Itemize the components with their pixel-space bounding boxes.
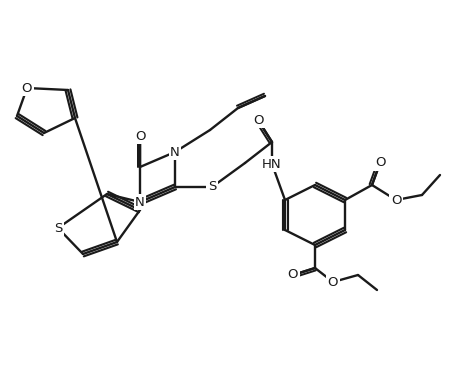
Text: S: S xyxy=(54,221,62,234)
Text: O: O xyxy=(253,114,263,127)
Text: HN: HN xyxy=(262,158,282,171)
Text: O: O xyxy=(391,194,401,207)
Text: O: O xyxy=(22,82,32,95)
Text: O: O xyxy=(135,129,145,142)
Text: O: O xyxy=(288,269,298,282)
Text: N: N xyxy=(135,196,145,209)
Text: O: O xyxy=(328,276,338,289)
Text: S: S xyxy=(208,181,216,194)
Text: N: N xyxy=(170,145,180,158)
Text: O: O xyxy=(375,157,385,170)
